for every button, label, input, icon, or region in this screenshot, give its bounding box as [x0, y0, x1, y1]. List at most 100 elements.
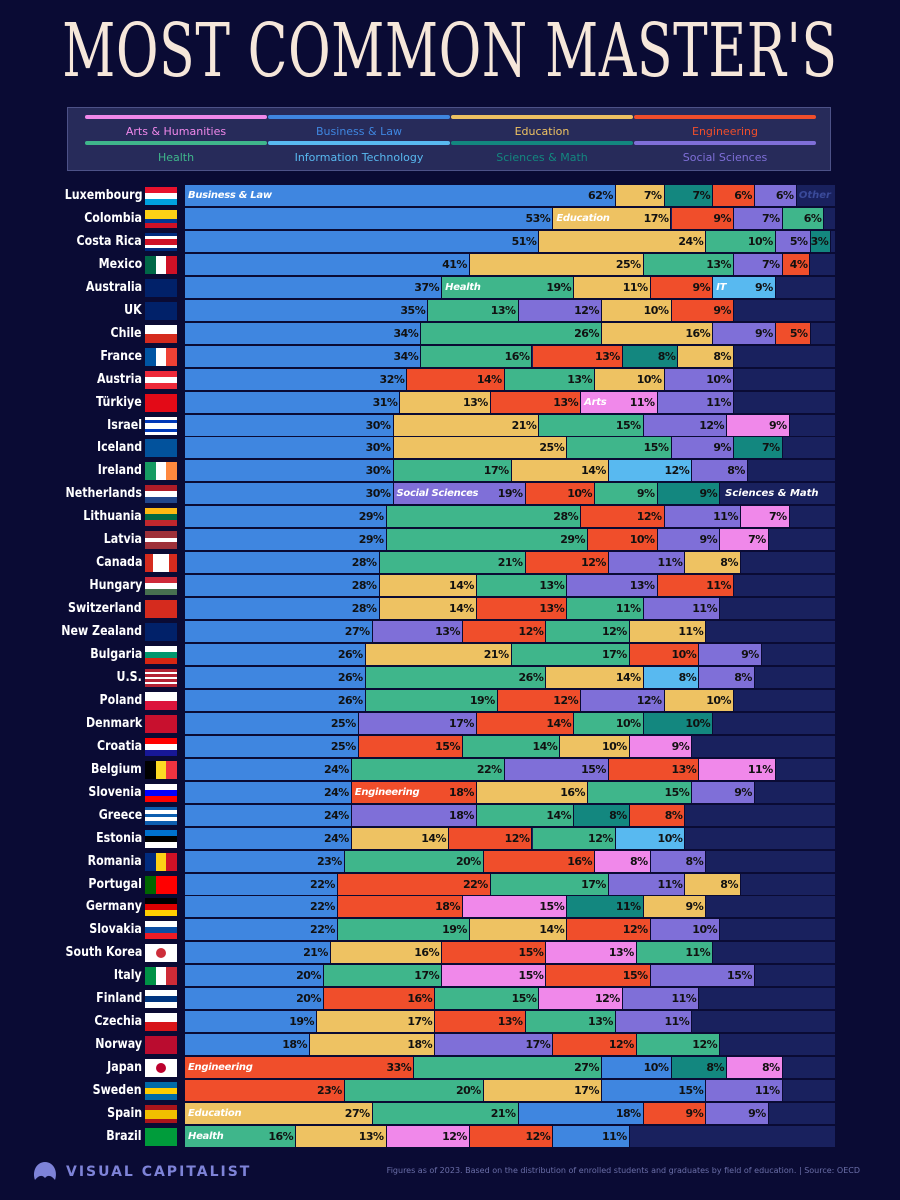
bar-row: Austria 32% 14% 13% 10% 10% — [0, 368, 900, 390]
bar-segment: Social Sciences 19% — [393, 483, 526, 505]
bar-segment: 41% — [185, 253, 470, 275]
value-label: 9% — [671, 739, 690, 753]
value-label: 12% — [504, 831, 530, 845]
bar-segment: 13% — [567, 575, 658, 597]
value-label: 13% — [588, 1015, 613, 1029]
value-label: 14% — [546, 808, 572, 822]
bar-row: Romania 23% 20% 16% 8% 8% — [0, 850, 900, 872]
value-label: 19% — [546, 280, 572, 294]
bar-track: 24% Engineering 18% 16% 15% 9% — [185, 781, 835, 803]
value-label: 17% — [601, 648, 627, 661]
value-label: 9% — [699, 533, 718, 547]
value-label: 5% — [789, 234, 808, 248]
country-label: Colombia — [84, 210, 142, 226]
bar-track: 20% 17% 15% 15% 15% — [185, 965, 835, 987]
bar-segment: 10% — [615, 827, 686, 849]
value-label: 15% — [539, 900, 565, 914]
bar-segment: 11% — [615, 1011, 693, 1033]
value-label: 9% — [699, 487, 718, 501]
value-label: 17% — [643, 211, 669, 225]
bar-segment: 11% — [657, 391, 735, 413]
bar-segment: 8% — [622, 345, 679, 367]
country-label: France — [100, 348, 142, 364]
bar-segment: 15% — [504, 758, 609, 780]
bar-segment: Health 19% — [442, 276, 575, 298]
country-label: Brazil — [106, 1128, 142, 1144]
country-label: Portugal — [88, 876, 142, 892]
value-label: 20% — [456, 1084, 481, 1098]
value-label: 9% — [685, 900, 704, 914]
bar-segment: 8% — [727, 1057, 783, 1079]
bar-segment: 12% — [636, 1034, 721, 1056]
bar-segment: 53% — [185, 207, 554, 229]
category-tag: Education — [188, 1108, 242, 1119]
country-label: Chile — [110, 325, 142, 341]
value-label: 18% — [282, 1038, 308, 1052]
value-label: 19% — [442, 923, 467, 937]
value-label: 16% — [567, 854, 593, 868]
value-label: 19% — [289, 1015, 315, 1029]
value-label: 9% — [685, 1107, 704, 1120]
value-label: 25% — [539, 441, 565, 455]
country-label: Norway — [95, 1037, 142, 1053]
bar-row: Slovakia 22% 19% 14% 12% 10% — [0, 919, 900, 941]
value-label: 22% — [462, 877, 488, 891]
country-label: Czechia — [94, 1014, 142, 1030]
flag-icon — [145, 1059, 177, 1078]
bar-segment: 17% — [490, 873, 609, 895]
value-label: 14% — [449, 579, 474, 593]
country-label: Sweden — [93, 1083, 142, 1099]
bar-segment: 37% — [185, 276, 443, 298]
bar-segment: 10% — [574, 712, 644, 734]
bar-segment: Education 27% — [185, 1103, 373, 1124]
bar-segment: 13% — [532, 345, 623, 367]
bar-segment: 8% — [574, 804, 630, 826]
value-label: 22% — [310, 923, 335, 937]
value-label: 17% — [525, 1038, 551, 1052]
bar-segment: 17% — [511, 644, 630, 665]
value-label: 17% — [449, 716, 474, 730]
value-label: 15% — [615, 418, 641, 432]
value-label: 9% — [636, 487, 655, 501]
bar-segment: 12% — [581, 506, 665, 528]
bar-track: 31% 13% 13% Arts 11% 11% — [185, 391, 835, 413]
bar-track: 29% 28% 12% 11% 7% — [185, 506, 835, 528]
country-label: Iceland — [96, 440, 142, 456]
bar-segment: 6% — [782, 207, 825, 229]
value-label: 13% — [629, 579, 655, 593]
flag-icon — [145, 600, 177, 619]
value-label: 10% — [567, 487, 593, 501]
bar-row: Finland 20% 16% 15% 12% 11% — [0, 988, 900, 1010]
value-label: 13% — [671, 762, 697, 776]
value-label: 13% — [435, 625, 460, 639]
value-label: 14% — [615, 670, 641, 684]
value-label: 8% — [734, 670, 752, 684]
flag-icon — [145, 370, 177, 389]
bar-segment: 14% — [476, 804, 575, 826]
country-label: UK — [124, 302, 142, 318]
country-label: Lithuania — [83, 509, 142, 525]
bar-segment: 17% — [358, 712, 477, 734]
legend-item: Engineering — [634, 115, 816, 138]
bar-track: 51% 24% 10% 5% 3% — [185, 230, 835, 252]
bar-segment: 14% — [351, 827, 450, 849]
value-label: 21% — [303, 946, 328, 960]
bar-track: 26% 19% 12% 12% 10% — [185, 689, 835, 711]
bar-segment: 14% — [407, 368, 505, 390]
legend-item: Business & Law — [268, 115, 450, 138]
value-label: 9% — [713, 303, 732, 317]
bar-segment: 14% — [379, 575, 477, 597]
bar-segment: 15% — [358, 735, 463, 757]
value-label: 10% — [747, 234, 773, 248]
value-label: 7% — [762, 441, 780, 455]
bar-segment: 26% — [185, 644, 366, 665]
value-label: 30% — [365, 441, 391, 455]
bar-segment: 18% — [185, 1034, 311, 1056]
value-label: 30% — [365, 487, 391, 501]
value-label: 17% — [581, 877, 606, 891]
bar-segment: 17% — [435, 1034, 554, 1056]
bar-segment: 12% — [539, 988, 623, 1010]
bar-row: Netherlands 30% Social Sciences 19% 10% 9% 9% S… — [0, 483, 900, 505]
bar-track: 25% 17% 14% 10% 10% — [185, 712, 835, 734]
bar-segment: 8% — [699, 666, 755, 688]
